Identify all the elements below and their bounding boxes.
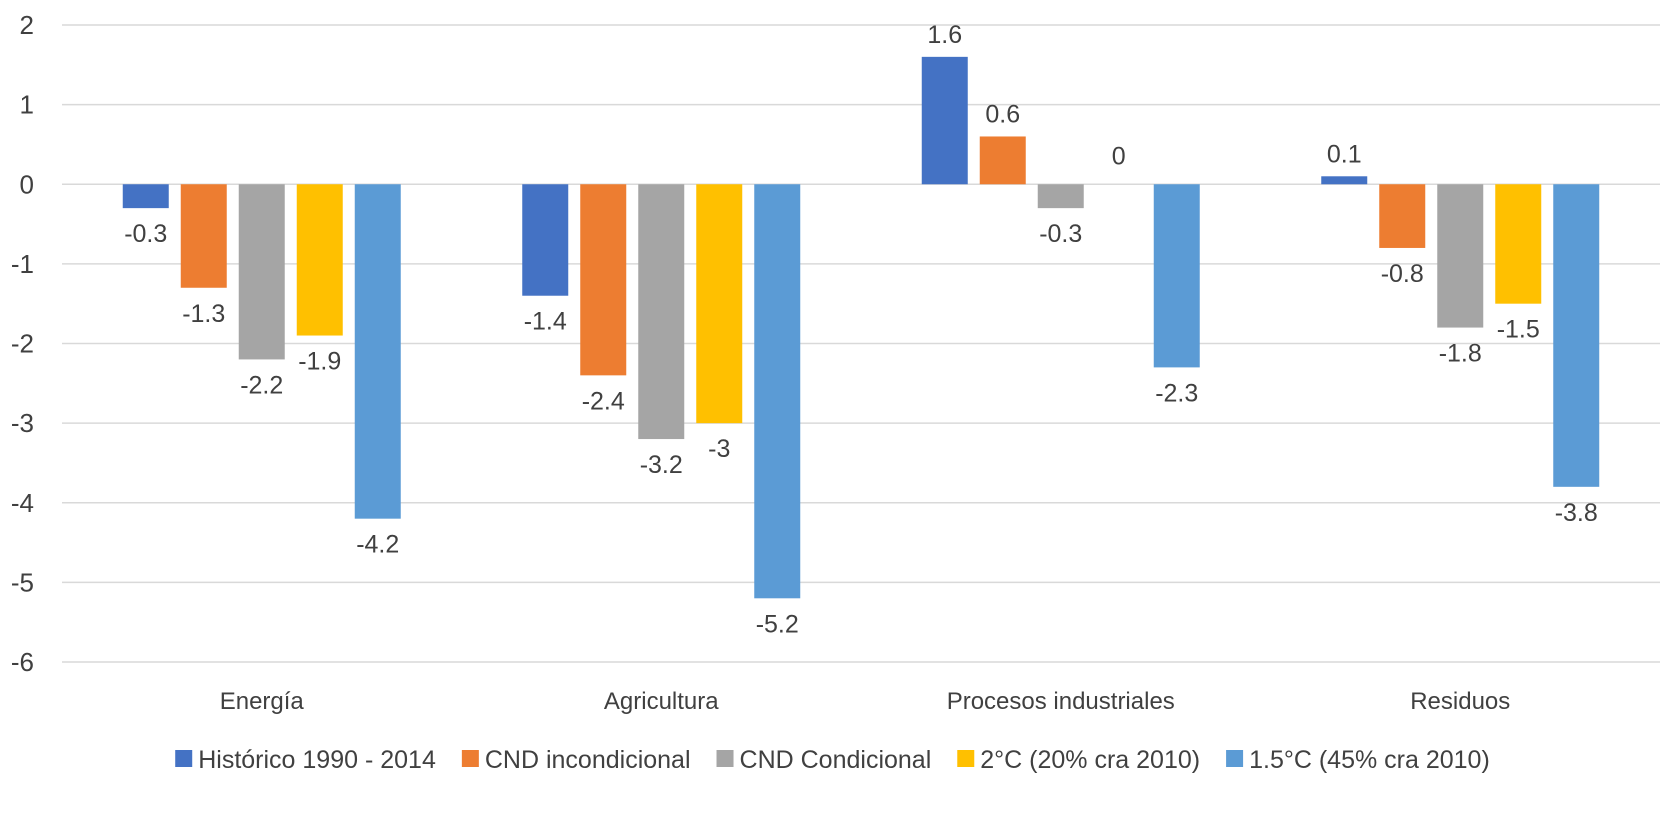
legend-item[interactable]: Histórico 1990 - 2014 [175, 746, 436, 774]
data-label: -4.2 [356, 531, 399, 559]
y-tick-label: -3 [11, 408, 34, 438]
y-tick-label: 1 [20, 90, 34, 120]
data-label: -3.8 [1555, 499, 1598, 527]
y-tick-label: -5 [11, 567, 34, 597]
y-tick-label: -6 [11, 647, 34, 677]
data-label: -2.3 [1155, 379, 1198, 407]
bar [754, 184, 801, 599]
bar [180, 184, 227, 288]
y-axis-ticks: 2 1 0 -1 -2 -3 -4 -5 -6 [11, 10, 34, 677]
data-label: -1.9 [298, 348, 341, 376]
y-tick-label: 0 [20, 169, 34, 199]
bar [921, 56, 968, 185]
legend-swatch [461, 750, 479, 767]
legend-item[interactable]: CND incondicional [461, 746, 691, 774]
bar [979, 136, 1026, 185]
legend-item[interactable]: 1.5°C (45% cra 2010) [1226, 746, 1490, 774]
data-label: 0.6 [985, 100, 1020, 128]
legend-label: 2°C (20% cra 2010) [980, 746, 1200, 774]
legend-swatch [716, 750, 734, 767]
legend-label: Histórico 1990 - 2014 [198, 746, 436, 774]
data-label: -1.5 [1497, 316, 1540, 344]
y-tick-label: -1 [11, 249, 34, 279]
x-category-label: Procesos industriales [947, 688, 1175, 715]
bar [1379, 184, 1426, 248]
gridlines [62, 24, 1660, 663]
data-label: -3.2 [640, 451, 683, 479]
legend-label: CND incondicional [485, 746, 691, 774]
y-tick-label: -2 [11, 329, 34, 359]
bar [1553, 184, 1600, 487]
data-label: 0.1 [1327, 140, 1362, 168]
data-label: -2.4 [582, 387, 625, 415]
legend-swatch [1226, 750, 1244, 767]
y-tick-label: -4 [11, 488, 34, 518]
data-label: -3 [708, 435, 730, 463]
bar [638, 184, 685, 440]
data-label: -1.3 [182, 300, 225, 328]
bar [696, 184, 743, 424]
bar [1437, 184, 1484, 328]
data-label: -0.3 [124, 220, 167, 248]
bar [354, 184, 401, 519]
data-label: -2.2 [240, 371, 283, 399]
data-label: -1.8 [1439, 340, 1482, 368]
bar [122, 184, 169, 209]
data-label: -1.4 [524, 308, 567, 336]
bar [296, 184, 343, 336]
y-tick-label: 2 [20, 10, 34, 40]
bar [580, 184, 627, 376]
data-label: 1.6 [927, 21, 962, 49]
data-label: -0.3 [1039, 220, 1082, 248]
legend-swatch [957, 750, 975, 767]
x-axis-categories: Energía Agricultura Procesos industriales R… [220, 688, 1511, 715]
bar [522, 184, 569, 296]
bar [238, 184, 285, 360]
bar [1153, 184, 1200, 368]
bar [1037, 184, 1084, 209]
x-category-label: Agricultura [604, 688, 719, 715]
bars [122, 56, 1600, 599]
legend[interactable]: Histórico 1990 - 2014 CND incondicional CN… [175, 746, 1490, 774]
legend-item[interactable]: CND Condicional [716, 746, 932, 774]
legend-swatch [175, 750, 193, 767]
legend-label: 1.5°C (45% cra 2010) [1249, 746, 1490, 774]
x-category-label: Energía [220, 688, 305, 715]
data-label: -0.8 [1381, 260, 1424, 288]
x-category-label: Residuos [1410, 688, 1510, 715]
data-labels: -0.3 -1.3 -2.2 -1.9 -4.2 -1.4 -2.4 -3.2 -3 -5.2 1.… [124, 21, 1598, 638]
legend-item[interactable]: 2°C (20% cra 2010) [957, 746, 1200, 774]
data-label: -5.2 [756, 610, 799, 638]
bar [1495, 184, 1542, 304]
bar [1321, 176, 1368, 185]
data-label: 0 [1112, 142, 1126, 170]
legend-label: CND Condicional [740, 746, 932, 774]
